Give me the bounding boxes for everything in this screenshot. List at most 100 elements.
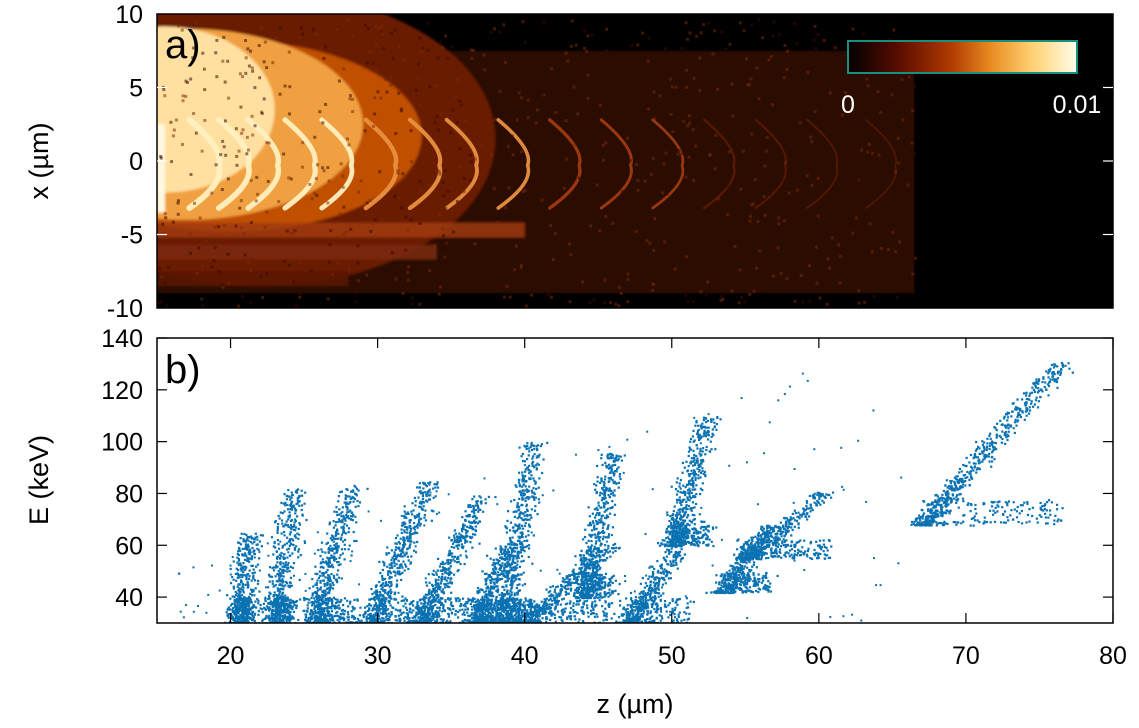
scatter-point [276,597,279,600]
scatter-point [328,583,331,586]
scatter-point [479,619,482,622]
scatter-point [477,507,480,510]
scatter-point [248,553,251,556]
heatmap-speck [866,150,870,154]
heatmap-speck [568,300,572,304]
scatter-point [414,616,417,619]
scatter-point [406,539,409,542]
scatter-point [469,526,473,530]
scatter-point [444,600,447,603]
scatter-point [325,587,329,590]
scatter-point [385,597,388,601]
heatmap-speck [669,113,673,117]
scatter-point [244,612,247,616]
scatter-point [425,494,428,498]
heatmap-speck [300,165,304,169]
scatter-point [511,559,514,562]
heatmap-speck [520,115,524,119]
scatter-point [324,617,327,621]
scatter-point [315,593,319,596]
scatter-point [409,527,413,530]
heatmap-speck [733,201,737,205]
scatter-point [458,532,461,535]
scatter-point [292,543,295,547]
scatter-point [292,504,295,507]
scatter-point [234,605,237,608]
scatter-point [484,498,487,501]
scatter-point [391,606,394,609]
scatter-point [308,620,312,623]
heatmap-speck [331,272,335,276]
heatmap-speck [690,109,694,113]
scatter-point [424,612,427,615]
heatmap-speck [262,97,266,101]
scatter-point [468,535,472,538]
scatter-point [471,546,474,549]
scatter-point [231,595,234,598]
scatter-point [502,620,506,623]
heatmap-speck [161,222,165,226]
scatter-point [345,488,348,491]
heatmap-speck [816,33,820,37]
scatter-point [532,534,535,537]
heatmap-speck [748,292,752,296]
scatter-point [280,501,283,504]
scatter-point [252,616,256,619]
scatter-point [241,606,244,609]
scatter-point [413,541,416,544]
scatter-point [306,610,309,613]
scatter-point [323,614,326,617]
heatmap-speck [224,153,228,157]
heatmap-speck [453,221,457,225]
scatter-point [387,570,390,573]
heatmap-speck [159,155,163,159]
heatmap-speck [662,162,666,166]
scatter-point [422,597,425,600]
scatter-point [432,510,435,513]
scatter-point [467,520,471,523]
scatter-point [483,618,486,621]
heatmap-speck [609,119,613,123]
scatter-point [343,597,347,600]
scatter-point [264,599,267,603]
scatter-point [424,614,427,617]
scatter-point [339,615,342,618]
scatter-point [332,540,335,543]
scatter-point [310,596,313,600]
scatter-point [429,481,432,484]
scatter-point [406,528,409,531]
scatter-point [235,592,239,595]
scatter-point [516,574,519,577]
heatmap-speck [339,162,343,166]
heatmap-speck [244,71,248,75]
heatmap-speck [363,23,367,27]
scatter-point [398,548,401,551]
heatmap-speck [625,136,629,140]
scatter-point [465,531,468,535]
heatmap-speck [519,96,523,100]
heatmap-speck [809,51,813,55]
scatter-point [436,600,439,603]
scatter-point [292,610,296,614]
scatter-point [442,607,445,610]
scatter-point [242,612,245,615]
scatter-point [332,526,336,529]
heatmap-wave-crest [702,118,736,210]
heatmap-wave-crests [186,116,897,212]
heatmap-speck [171,134,175,138]
scatter-point [285,598,288,601]
scatter-point [256,535,259,538]
heatmap-speck [619,169,623,173]
scatter-point [277,609,281,612]
heatmap-speck [497,30,501,34]
scatter-point [518,583,521,586]
scatter-point [373,616,376,619]
scatter-point [305,613,308,616]
scatter-point [379,600,382,603]
scatter-point [505,569,508,573]
scatter-point [433,483,436,486]
scatter-point [282,595,285,598]
scatter-point [480,608,483,611]
scatter-point [388,570,392,573]
scatter-point [379,607,382,611]
